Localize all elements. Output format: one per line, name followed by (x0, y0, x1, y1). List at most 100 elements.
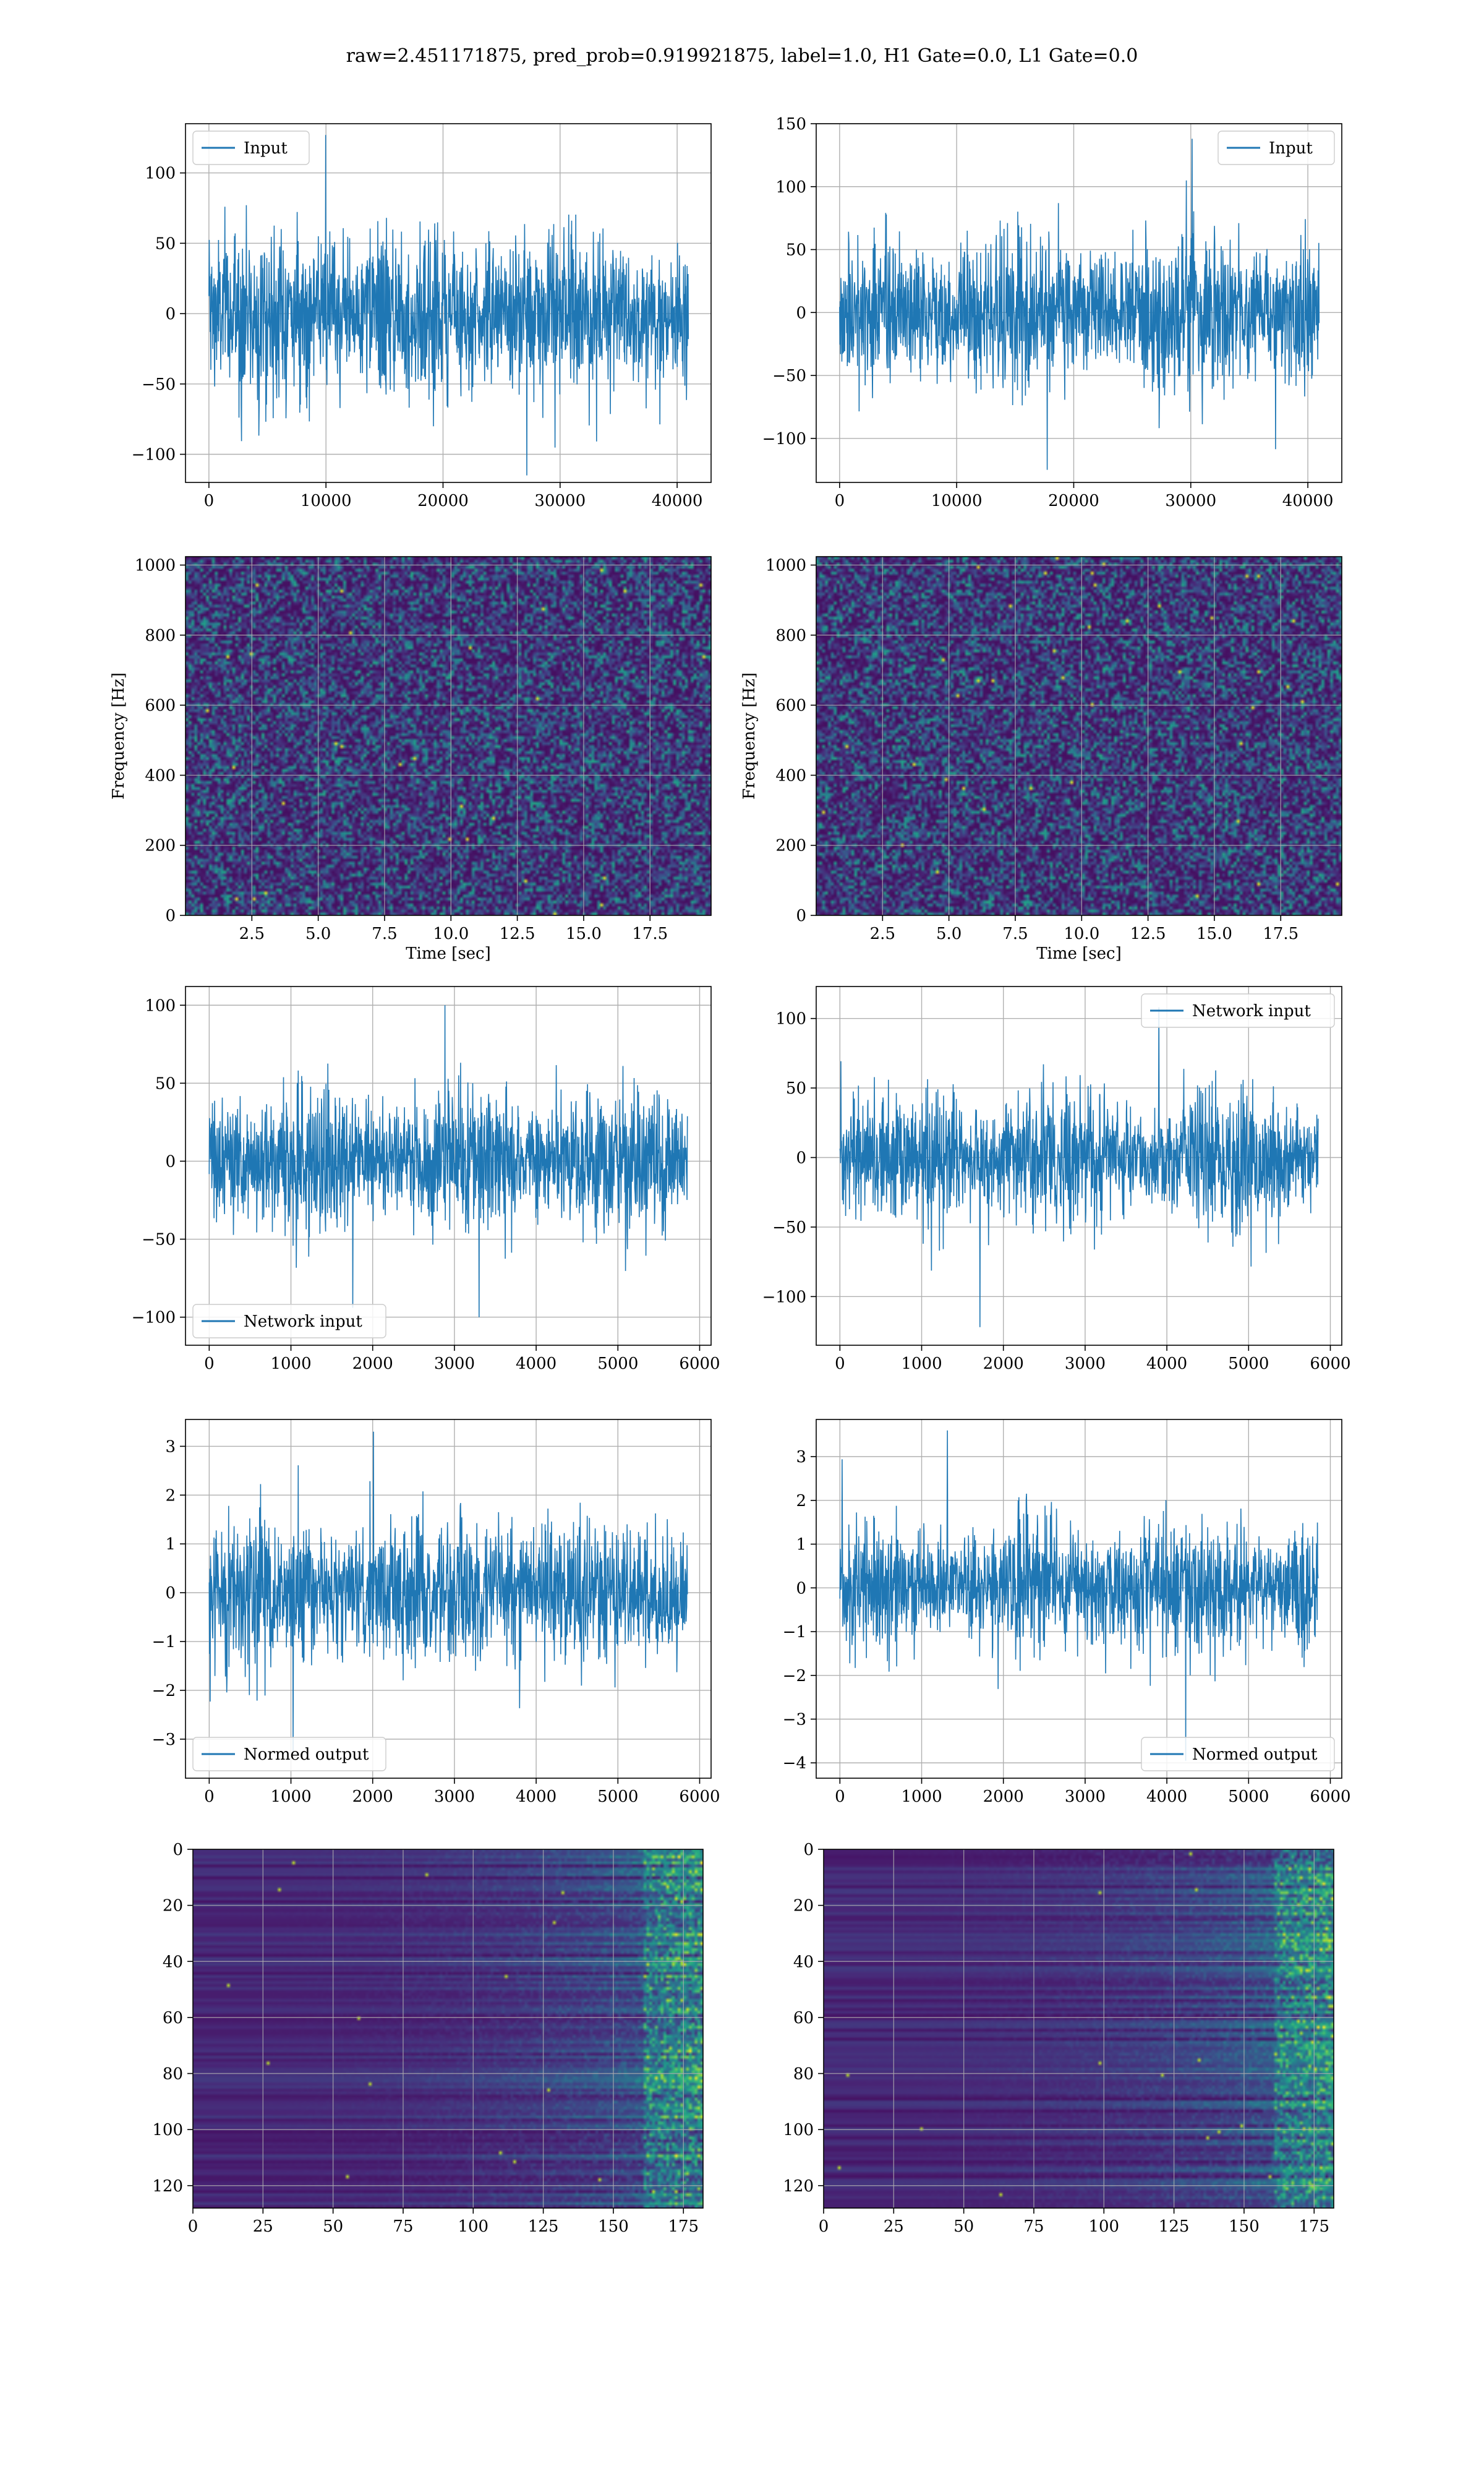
h1-feature-map-xtick-label-7: 175 (668, 2217, 699, 2236)
l1-network-input-ytick-label-0: −100 (762, 1288, 806, 1306)
l1-input-ytick-label-4: 100 (775, 178, 806, 197)
h1-input-legend: Input (192, 131, 310, 165)
l1-normed-output-xtick-label-2: 2000 (983, 1787, 1024, 1806)
l1-network-input-xtick-label-5: 5000 (1228, 1355, 1269, 1373)
h1-normed-output-ytick-label-6: 3 (165, 1437, 176, 1456)
h1-normed-output-ytick-label-0: −3 (152, 1731, 176, 1749)
l1-feature-map-ytick-label-3: 60 (793, 2009, 814, 2027)
l1-spectrogram-ytick-label-5: 1000 (765, 557, 806, 575)
l1-network-input-ytick-label-2: 0 (796, 1149, 806, 1168)
l1-input-xtick-label-0: 0 (835, 492, 845, 510)
l1-normed-output-xtick-label-5: 5000 (1228, 1787, 1269, 1806)
h1-input-ytick-label-3: 50 (155, 234, 176, 253)
l1-input-xtick-label-1: 10000 (931, 492, 983, 510)
h1-network-input-ytick-label-1: −50 (142, 1231, 176, 1249)
h1-input-series-line (208, 135, 689, 476)
h1-feature-map-ytick-label-2: 40 (163, 1953, 183, 1971)
l1-spectrogram-xtick-label-5: 15.0 (1196, 925, 1232, 943)
l1-network-input-xtick-label-1: 1000 (901, 1355, 942, 1373)
l1-normed-output-ytick-label-4: 0 (796, 1579, 806, 1598)
l1-spectrogram-ytick-label-4: 800 (775, 627, 806, 645)
h1-network-input-series-line (208, 1005, 688, 1317)
h1-network-input-xtick-label-3: 3000 (434, 1355, 475, 1373)
l1-normed-output-xtick-label-4: 4000 (1146, 1787, 1187, 1806)
l1-normed-output-ytick-label-7: 3 (796, 1448, 806, 1466)
h1-network-input-xtick-label-0: 0 (204, 1355, 215, 1373)
h1-spectrogram-xlabel: Time [sec] (406, 944, 491, 963)
h1-feature-map-frame (192, 1849, 704, 2209)
l1-input-ytick-label-1: −50 (772, 367, 806, 385)
l1-spectrogram-ytick-label-1: 200 (775, 837, 806, 855)
l1-spectrogram-axes: 2.5 5.0 7.5 10.0 12.5 15.0 17.5 0 200 400 600 800 10… (740, 556, 1342, 963)
l1-input-ytick-label-2: 0 (796, 304, 806, 322)
l1-feature-map-xtick-label-0: 0 (819, 2217, 829, 2236)
l1-spectrogram-xtick-label-6: 17.5 (1263, 925, 1298, 943)
l1-feature-map-xtick-label-6: 150 (1229, 2217, 1260, 2236)
h1-feature-map-xtick-label-3: 75 (393, 2217, 413, 2236)
l1-network-input-ytick-label-3: 50 (786, 1079, 806, 1098)
h1-normed-output-ytick-label-4: 1 (165, 1535, 176, 1554)
l1-spectrogram-ytick-label-3: 600 (775, 696, 806, 715)
h1-normed-output-xtick-label-5: 5000 (597, 1787, 638, 1806)
l1-spectrogram-xtick-label-2: 7.5 (1002, 925, 1028, 943)
l1-feature-map-xtick-label-7: 175 (1298, 2217, 1329, 2236)
l1-network-input-legend: Network input (1141, 993, 1335, 1028)
l1-feature-map-frame (823, 1849, 1334, 2209)
h1-spectrogram-frame (185, 556, 712, 916)
h1-feature-map-ytick-label-5: 100 (152, 2121, 183, 2139)
l1-normed-output-ytick-label-5: 1 (796, 1536, 806, 1554)
h1-normed-output-legend: Normed output (192, 1737, 386, 1771)
h1-network-input-frame (185, 986, 712, 1346)
l1-normed-output-xtick-label-6: 6000 (1310, 1787, 1350, 1806)
l1-input-legend-label: Input (1269, 139, 1313, 158)
h1-spectrogram-xtick-label-3: 10.0 (433, 925, 469, 943)
h1-feature-map-xtick-label-1: 25 (253, 2217, 273, 2236)
h1-input-xtick-label-4: 40000 (652, 492, 703, 510)
l1-feature-map-xtick-label-3: 75 (1023, 2217, 1044, 2236)
h1-network-input-xtick-label-5: 5000 (597, 1355, 638, 1373)
l1-normed-output-xtick-label-1: 1000 (901, 1787, 942, 1806)
h1-input-ytick-label-1: −50 (142, 375, 176, 394)
h1-network-input-ytick-label-2: 0 (165, 1152, 176, 1171)
l1-spectrogram-ytick-label-0: 0 (796, 907, 806, 925)
h1-normed-output-legend-box (192, 1737, 386, 1771)
h1-feature-map-ytick-label-1: 20 (163, 1897, 183, 1915)
figure-suptitle: raw=2.451171875, pred_prob=0.919921875, … (346, 45, 1138, 67)
h1-network-input-axes: 0 1000 2000 3000 4000 5000 6000 −100 −50 0 50 100 Ne… (132, 986, 720, 1373)
l1-feature-map-axes: 0 25 50 75 100 125 150 175 0 20 40 60 80 100 120 (783, 1841, 1334, 2236)
l1-network-input-legend-box (1141, 993, 1335, 1028)
h1-spectrogram-ytick-label-5: 1000 (135, 557, 176, 575)
l1-feature-map-heatmap-image (824, 1849, 1334, 2208)
l1-network-input-xtick-label-0: 0 (835, 1355, 845, 1373)
h1-feature-map-xtick-label-2: 50 (323, 2217, 343, 2236)
l1-normed-output-ytick-label-1: −3 (783, 1711, 806, 1729)
l1-input-ytick-label-3: 50 (786, 241, 806, 260)
l1-network-input-series-line (839, 1007, 1319, 1327)
h1-normed-output-xtick-label-3: 3000 (434, 1787, 475, 1806)
h1-normed-output-ytick-label-5: 2 (165, 1486, 176, 1505)
l1-feature-map-xtick-label-2: 50 (953, 2217, 974, 2236)
h1-input-legend-box (192, 131, 310, 165)
h1-spectrogram-ylabel: Frequency [Hz] (109, 672, 128, 800)
l1-normed-output-legend-box (1141, 1737, 1335, 1771)
h1-network-input-xtick-label-6: 6000 (679, 1355, 720, 1373)
l1-feature-map-xtick-label-1: 25 (884, 2217, 904, 2236)
l1-input-series-line (839, 139, 1320, 470)
h1-normed-output-xtick-label-2: 2000 (352, 1787, 393, 1806)
l1-feature-map-ytick-label-1: 20 (793, 1897, 814, 1915)
h1-normed-output-ytick-label-1: −2 (152, 1682, 176, 1700)
h1-spectrogram-ytick-label-1: 200 (145, 837, 176, 855)
l1-input-ytick-label-5: 150 (775, 115, 806, 134)
l1-feature-map-ytick-label-5: 100 (783, 2121, 814, 2139)
h1-feature-map-xtick-label-6: 150 (598, 2217, 629, 2236)
l1-input-xtick-label-4: 40000 (1282, 492, 1334, 510)
h1-feature-map-ytick-label-3: 60 (163, 2009, 183, 2027)
h1-network-input-xtick-label-2: 2000 (352, 1355, 393, 1373)
h1-feature-map-xtick-label-0: 0 (188, 2217, 198, 2236)
l1-spectrogram-xtick-label-3: 10.0 (1064, 925, 1099, 943)
l1-network-input-ytick-label-1: −50 (772, 1218, 806, 1237)
l1-network-input-xtick-label-4: 4000 (1146, 1355, 1187, 1373)
h1-feature-map-ytick-label-6: 120 (152, 2177, 183, 2196)
h1-spectrogram-ytick-label-3: 600 (145, 696, 176, 715)
